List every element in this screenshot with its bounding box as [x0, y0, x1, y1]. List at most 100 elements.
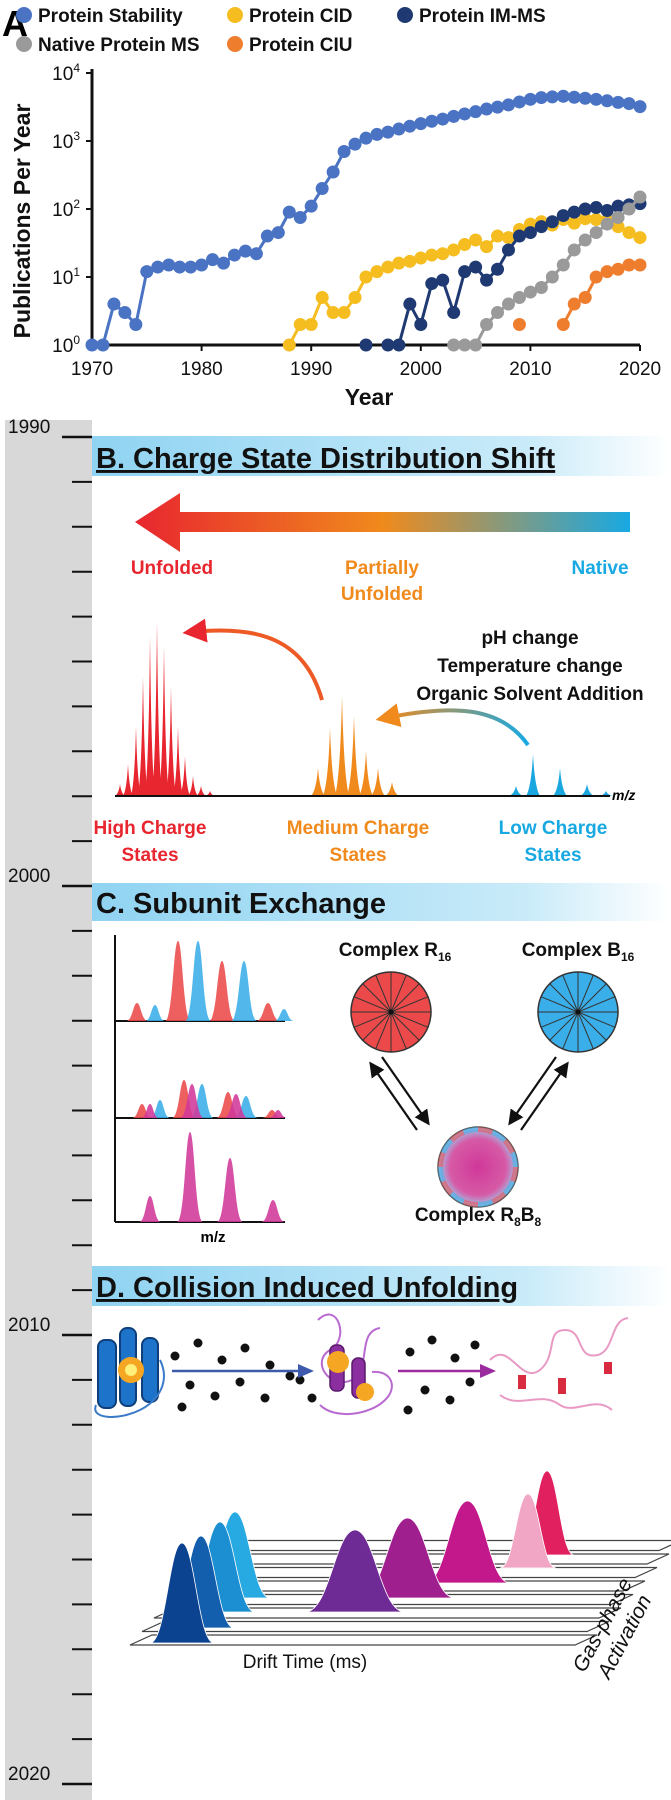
exchange-peak: [274, 1009, 294, 1021]
legend-label: Protein CIU: [249, 35, 352, 56]
data-point: [85, 338, 99, 352]
group-high-line1: High Charge: [94, 818, 207, 839]
spectrum-peak: [385, 782, 399, 796]
data-point: [217, 256, 231, 270]
data-point: [567, 205, 581, 219]
data-point: [162, 258, 176, 272]
data-point: [556, 258, 570, 272]
spectrum-peak: [188, 776, 198, 796]
complex-rb-wheel: [437, 1126, 519, 1208]
data-point: [567, 90, 581, 104]
x-tick-label: 2020: [619, 359, 661, 380]
exchange-peak: [165, 941, 191, 1021]
data-point: [381, 260, 395, 274]
data-point: [633, 190, 647, 204]
charge-shift-arrow: [135, 493, 630, 552]
data-point: [107, 297, 121, 311]
data-point: [611, 220, 625, 234]
spectrum-peak: [553, 768, 567, 796]
curved-arrow-low-to-medium: [375, 703, 530, 747]
data-point: [195, 258, 209, 272]
data-point: [600, 265, 614, 279]
chart-legend: Protein Stability Protein CID Protein IM-M…: [16, 6, 546, 56]
legend-marker: [16, 36, 32, 52]
data-point: [458, 265, 472, 279]
condition-ph: pH change: [481, 628, 578, 649]
legend-marker: [16, 7, 32, 23]
data-point: [512, 318, 526, 332]
data-point: [392, 256, 406, 270]
series-protein-ciu: [512, 258, 647, 332]
spectrum-peak: [526, 754, 540, 796]
legend-label: Protein IM-MS: [419, 6, 546, 27]
data-point: [491, 306, 505, 320]
data-point: [480, 273, 494, 287]
data-point: [578, 91, 592, 105]
y-tick-label: 100: [52, 333, 80, 357]
data-point: [436, 112, 450, 126]
data-point: [501, 231, 515, 245]
data-point: [491, 100, 505, 114]
data-point: [447, 306, 461, 320]
timeline-ticks: 1990 2000 2010 2020: [8, 417, 92, 1786]
data-point: [458, 338, 472, 352]
data-point: [567, 297, 581, 311]
data-point: [501, 98, 515, 112]
data-point: [326, 165, 340, 179]
panel-d-title: D. Collision Induced Unfolding: [96, 1272, 518, 1304]
group-medium-line1: Medium Charge: [287, 818, 430, 839]
exchange-peak: [217, 1158, 243, 1222]
series-protein-stability: [85, 89, 647, 352]
exchange-peak: [177, 1132, 203, 1222]
data-point: [556, 89, 570, 103]
spectrum-peak: [371, 768, 385, 796]
data-point: [600, 217, 614, 231]
data-point: [447, 243, 461, 257]
y-tick-label: 103: [52, 129, 80, 153]
exchange-peak: [141, 1104, 159, 1118]
complex-b-wheel: [537, 971, 619, 1053]
legend-marker: [397, 7, 413, 23]
panel-b-title: B. Charge State Distribution Shift: [96, 443, 556, 475]
x-tick-label: 1980: [180, 359, 222, 380]
data-point: [523, 226, 537, 240]
publications-chart: 100 101 102 103 104 1970 1980 1990 2000 2010 2020 Y…: [9, 61, 661, 410]
data-point: [337, 306, 351, 320]
data-point: [359, 270, 373, 284]
state-native: Native: [571, 558, 628, 579]
exchange-peak: [269, 1110, 287, 1118]
timeline-label: 2020: [8, 1764, 50, 1785]
data-point: [501, 297, 515, 311]
data-point: [600, 94, 614, 108]
data-point: [315, 290, 329, 304]
complex-diagram: [350, 971, 619, 1208]
spectrum-peak: [335, 696, 349, 796]
data-point: [458, 107, 472, 121]
data-point: [392, 122, 406, 136]
spectrum-peak: [123, 764, 133, 796]
data-point: [469, 338, 483, 352]
panel-b-banner: [92, 436, 671, 476]
data-point: [140, 265, 154, 279]
complex-r-wheel: [350, 971, 432, 1053]
y-tick-label: 101: [52, 265, 80, 289]
data-point: [238, 244, 252, 258]
data-point: [381, 125, 395, 139]
data-point: [381, 338, 395, 352]
data-point: [491, 262, 505, 276]
data-point: [578, 290, 592, 304]
data-point: [589, 92, 603, 106]
data-point: [260, 229, 274, 243]
data-point: [469, 260, 483, 274]
fingerprint-peak: [149, 1542, 215, 1644]
data-point: [578, 212, 592, 226]
data-point: [633, 100, 647, 114]
fingerprint-plane: [201, 1553, 670, 1565]
data-point: [173, 260, 187, 274]
spectrum-peak: [196, 786, 206, 796]
data-point: [469, 105, 483, 119]
timeline-label: 1990: [8, 417, 50, 438]
data-point: [293, 318, 307, 332]
data-point: [633, 258, 647, 272]
data-point: [315, 182, 329, 196]
